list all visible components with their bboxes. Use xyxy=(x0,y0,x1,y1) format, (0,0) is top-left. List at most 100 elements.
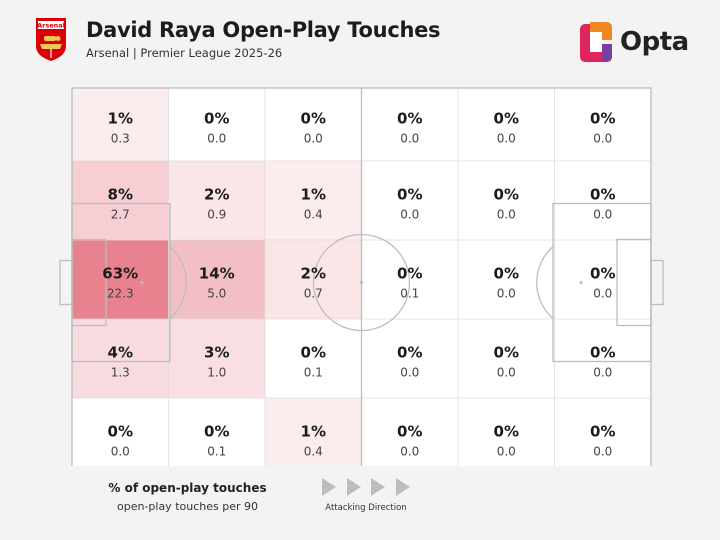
cell-percent-label: 1% xyxy=(301,186,326,204)
cell-percent-label: 0% xyxy=(494,423,519,441)
cell-per90-label: 0.0 xyxy=(593,208,612,222)
cell-per90-label: 0.0 xyxy=(593,132,612,146)
cell-per90-label: 0.0 xyxy=(593,366,612,380)
cell-per90-label: 0.0 xyxy=(400,208,419,222)
cell-percent-label: 0% xyxy=(590,344,615,362)
cell-per90-label: 0.7 xyxy=(304,287,323,301)
badge-text: Arsenal xyxy=(37,22,65,30)
legend: % of open-play touches open-play touches… xyxy=(100,481,275,513)
cell-per90-label: 0.1 xyxy=(207,445,226,459)
right-goal xyxy=(650,259,664,306)
legend-primary-label: % of open-play touches xyxy=(108,481,267,495)
cell-percent-label: 0% xyxy=(397,423,422,441)
heat-cell xyxy=(458,88,555,161)
heat-cell xyxy=(554,161,651,240)
pitch-heatmap: 1% 0.3 0% 0.0 0% 0.0 0% 0.0 0% 0.0 0% 0.0 8% 2.7 2% 0.9… xyxy=(59,87,664,466)
direction-arrow-icon xyxy=(395,478,410,496)
cell-percent-label: 4% xyxy=(108,344,133,362)
cell-percent-label: 2% xyxy=(204,186,229,204)
cell-percent-label: 0% xyxy=(204,423,229,441)
cell-per90-label: 0.0 xyxy=(497,208,516,222)
direction-arrow-icon xyxy=(371,478,386,496)
cell-per90-label: 5.0 xyxy=(207,287,226,301)
cell-per90-label: 2.7 xyxy=(111,208,130,222)
opta-logo-icon xyxy=(580,22,612,62)
cell-per90-label: 0.0 xyxy=(400,132,419,146)
heat-cell xyxy=(168,161,265,240)
cell-per90-label: 0.9 xyxy=(207,208,226,222)
left-goal xyxy=(59,259,73,306)
cell-per90-label: 0.1 xyxy=(304,366,323,380)
cell-per90-label: 0.0 xyxy=(497,132,516,146)
direction-arrow-icon xyxy=(322,478,336,496)
heat-cell xyxy=(554,88,651,161)
heat-cell xyxy=(458,398,555,466)
cell-per90-label: 0.0 xyxy=(593,287,612,301)
heat-cell xyxy=(361,161,458,240)
cell-per90-label: 0.0 xyxy=(207,132,226,146)
cell-percent-label: 0% xyxy=(494,265,519,283)
cell-percent-label: 0% xyxy=(590,423,615,441)
cell-percent-label: 0% xyxy=(397,344,422,362)
heat-cell xyxy=(72,88,169,161)
heat-cell xyxy=(72,398,169,466)
left-penalty-arc xyxy=(169,246,187,319)
cell-percent-label: 8% xyxy=(108,186,133,204)
cell-percent-label: 1% xyxy=(108,110,133,128)
opta-wordmark: Opta xyxy=(620,27,689,57)
cell-per90-label: 0.0 xyxy=(400,445,419,459)
cell-percent-label: 2% xyxy=(301,265,326,283)
cell-percent-label: 0% xyxy=(397,186,422,204)
centre-spot xyxy=(359,280,364,285)
cell-per90-label: 0.0 xyxy=(304,132,323,146)
direction-label: Attacking Direction xyxy=(325,503,407,513)
heat-cell xyxy=(554,240,651,319)
heat-cell xyxy=(361,319,458,398)
cell-per90-label: 0.0 xyxy=(400,366,419,380)
heat-cell xyxy=(72,319,169,398)
heat-cell xyxy=(458,240,555,319)
cell-percent-label: 0% xyxy=(108,423,133,441)
heat-cell xyxy=(265,161,362,240)
cell-percent-label: 0% xyxy=(590,110,615,128)
cell-per90-label: 0.0 xyxy=(593,445,612,459)
cell-per90-label: 1.3 xyxy=(111,366,130,380)
heat-cell xyxy=(458,319,555,398)
direction-arrow-icon xyxy=(346,478,361,496)
cell-percent-label: 3% xyxy=(204,344,229,362)
arsenal-badge-icon: Arsenal xyxy=(36,18,66,61)
cell-percent-label: 0% xyxy=(397,110,422,128)
heat-cell xyxy=(72,161,169,240)
heat-cell xyxy=(458,161,555,240)
cell-per90-label: 0.4 xyxy=(304,208,323,222)
cell-percent-label: 0% xyxy=(301,110,326,128)
cell-percent-label: 0% xyxy=(494,186,519,204)
cell-per90-label: 0.0 xyxy=(497,445,516,459)
heat-cell xyxy=(554,319,651,398)
right-penalty-spot xyxy=(579,281,583,284)
heat-cell xyxy=(265,88,362,161)
centre-circle xyxy=(312,233,411,332)
heat-cell xyxy=(72,240,169,319)
cell-percent-label: 14% xyxy=(199,265,235,283)
cell-percent-label: 0% xyxy=(397,265,422,283)
heat-cell xyxy=(361,398,458,466)
cell-per90-label: 22.3 xyxy=(107,287,134,301)
cell-per90-label: 0.0 xyxy=(497,366,516,380)
attacking-direction: Attacking Direction xyxy=(320,478,412,513)
cell-per90-label: 0.0 xyxy=(111,445,130,459)
cell-per90-label: 0.4 xyxy=(304,445,323,459)
heat-cell xyxy=(361,88,458,161)
legend-secondary-label: open-play touches per 90 xyxy=(116,500,258,513)
cell-percent-label: 0% xyxy=(204,110,229,128)
heat-cell xyxy=(168,240,265,319)
heat-cell xyxy=(265,398,362,466)
heat-cell xyxy=(554,398,651,466)
cell-percent-label: 0% xyxy=(590,265,615,283)
heat-cell xyxy=(168,398,265,466)
cell-per90-label: 1.0 xyxy=(207,366,226,380)
page-subtitle: Arsenal | Premier League 2025-26 xyxy=(86,46,283,60)
heat-cell xyxy=(168,88,265,161)
page-title: David Raya Open-Play Touches xyxy=(86,18,441,42)
opta-logo: Opta xyxy=(578,20,689,64)
